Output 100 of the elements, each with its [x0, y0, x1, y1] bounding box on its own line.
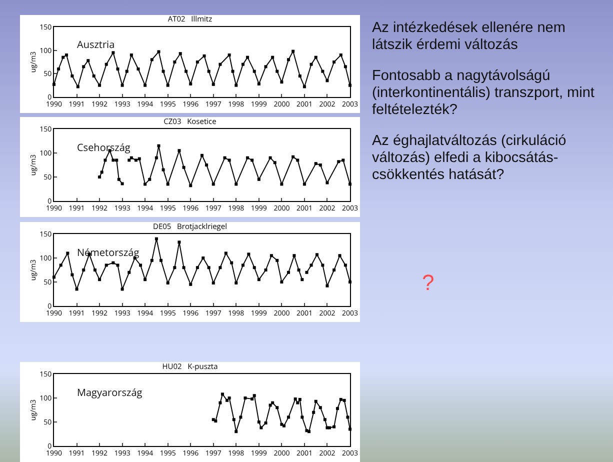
point: [162, 168, 165, 172]
point: [302, 182, 306, 186]
point: [189, 82, 192, 86]
point: [212, 82, 215, 86]
point: [310, 62, 313, 66]
point: [218, 266, 222, 270]
point: [98, 278, 102, 282]
annotation: Magyarország: [77, 385, 143, 399]
point: [104, 264, 108, 267]
point: [282, 424, 286, 428]
point: [218, 401, 222, 404]
point: [136, 68, 140, 70]
point: [70, 74, 74, 78]
point: [280, 182, 284, 186]
point: [154, 237, 158, 240]
point: [344, 65, 347, 68]
point: [130, 54, 133, 56]
point: [173, 60, 176, 64]
point: [310, 264, 313, 267]
point: [178, 52, 182, 56]
point: [271, 56, 274, 59]
point: [252, 70, 256, 73]
point: [326, 79, 329, 82]
point: [214, 420, 218, 423]
annotation: Ausztria: [77, 37, 115, 51]
point: [231, 70, 234, 73]
point: [162, 70, 165, 73]
point: [257, 420, 260, 424]
point: [116, 264, 120, 267]
text: Az éghajlatváltozás (cirkuláció változás) elfedi a kibocsátás-csökkentés hatását?: [372, 133, 568, 184]
point: [230, 261, 234, 264]
point: [264, 65, 268, 68]
point: [207, 266, 210, 270]
point: [144, 84, 147, 87]
point: [308, 430, 311, 434]
point: [196, 266, 199, 270]
point: [250, 397, 254, 400]
point: [292, 254, 296, 258]
point: [125, 70, 128, 73]
point: [138, 157, 141, 160]
point: [296, 158, 300, 162]
point: [178, 240, 181, 244]
point: [287, 416, 290, 419]
point: [280, 80, 284, 84]
point: [280, 422, 284, 426]
point: [212, 182, 215, 186]
point: [314, 162, 318, 166]
point: [247, 252, 250, 256]
point: [223, 156, 226, 160]
point: [257, 278, 260, 282]
point: [339, 54, 342, 56]
point: [239, 416, 242, 419]
point: [112, 51, 115, 54]
point: [328, 426, 332, 430]
point: [200, 154, 204, 157]
point: [62, 56, 65, 59]
point: [287, 270, 290, 274]
point: [212, 281, 215, 284]
point: [305, 270, 308, 274]
point: [228, 54, 231, 56]
point: [157, 144, 160, 148]
point: [234, 84, 238, 87]
point: [150, 258, 154, 262]
point: [300, 416, 304, 419]
point: [75, 288, 78, 291]
point: [134, 158, 138, 162]
point: [257, 82, 260, 86]
point: [339, 398, 342, 401]
point: [157, 50, 160, 54]
point: [93, 268, 96, 272]
point: [338, 254, 342, 258]
point: [276, 70, 279, 73]
annotation: Németország: [77, 245, 140, 259]
point: [144, 278, 147, 282]
point: [332, 268, 336, 272]
point: [86, 59, 90, 62]
point: [92, 74, 96, 78]
point: [57, 68, 60, 70]
point: [326, 181, 329, 184]
point: [218, 62, 222, 66]
point: [246, 56, 250, 59]
point: [189, 184, 192, 188]
point: [246, 156, 250, 160]
point: [196, 60, 199, 64]
point: [321, 70, 324, 73]
point: [128, 158, 131, 162]
point: [232, 418, 236, 422]
point: [298, 398, 302, 401]
point: [280, 280, 284, 284]
point: [70, 273, 74, 276]
point: [264, 421, 268, 424]
point: [332, 425, 336, 428]
point: [100, 170, 104, 174]
point: [189, 282, 192, 286]
point: [332, 60, 336, 64]
point: [292, 50, 295, 53]
point: [323, 418, 326, 422]
point: [342, 158, 345, 162]
text: Az intézkedések ellenére nem látszik érdemi változás: [372, 20, 566, 54]
point: [59, 264, 62, 267]
